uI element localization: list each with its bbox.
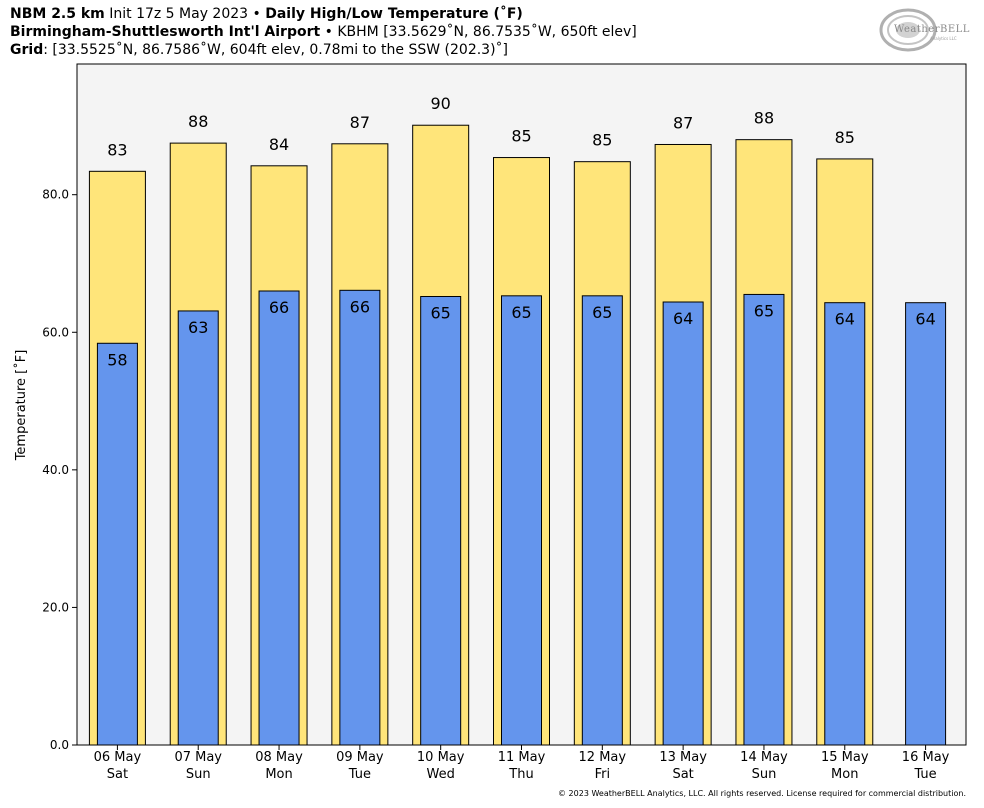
low-temp-bar	[905, 302, 947, 746]
x-tick-date: 06 May	[94, 750, 142, 765]
product-name: Daily High/Low Temperature (˚F)	[265, 6, 523, 22]
high-temp-label: 85	[511, 127, 531, 146]
low-temp-label: 65	[511, 303, 531, 322]
footer-copyright: © 2023 WeatherBELL Analytics, LLC. All r…	[558, 789, 966, 798]
high-temp-label: 83	[107, 140, 127, 159]
x-tick-day: Tue	[348, 767, 371, 782]
header-line-3: Grid: [33.5525˚N, 86.7586˚W, 604ft elev,…	[10, 41, 508, 59]
station-details: KBHM [33.5629˚N, 86.7535˚W, 650ft elev]	[337, 24, 637, 40]
init-time: Init 17z 5 May 2023	[109, 6, 249, 22]
station-name: Birmingham-Shuttlesworth Int'l Airport	[10, 24, 321, 40]
header-line-2: Birmingham-Shuttlesworth Int'l Airport •…	[10, 23, 637, 41]
x-tick-date: 11 May	[498, 750, 546, 765]
bars-layer: 83 88 84 87 90 85 85 87 88 85 58 63 66 66 65 65 65 64 65 64…	[88, 94, 947, 746]
separator: •	[324, 24, 333, 40]
low-temp-label: 64	[835, 310, 855, 329]
low-temp-bar	[339, 289, 381, 746]
high-temp-label: 85	[835, 128, 855, 147]
low-temp-label: 66	[269, 298, 289, 317]
x-tick-day: Mon	[265, 767, 292, 782]
x-tick-date: 12 May	[579, 750, 627, 765]
ticks-layer: 0.0 20.0 40.0 60.0 80.0 06 May Sat 07 May Sun 08 …	[42, 188, 949, 782]
high-temp-label: 85	[592, 131, 612, 150]
low-temp-label: 58	[107, 350, 127, 369]
x-tick-day: Sat	[107, 767, 128, 782]
y-tick-label: 20.0	[42, 600, 69, 614]
logo-text: WeatherBELL	[894, 24, 970, 35]
low-temp-bar	[96, 342, 138, 746]
low-temp-bar	[824, 302, 866, 746]
low-temp-bar	[581, 295, 623, 746]
low-temp-label: 65	[592, 303, 612, 322]
logo-subtext: Analytics LLC	[930, 36, 957, 41]
x-tick-date: 13 May	[659, 750, 707, 765]
low-temp-label: 65	[431, 304, 451, 323]
x-tick-date: 14 May	[740, 750, 788, 765]
y-tick-label: 0.0	[50, 738, 69, 752]
x-tick-day: Sat	[672, 767, 693, 782]
x-tick-date: 15 May	[821, 750, 869, 765]
x-tick-day: Wed	[427, 767, 455, 782]
low-temp-label: 64	[915, 310, 935, 329]
high-temp-label: 88	[754, 109, 774, 128]
low-temp-label: 63	[188, 318, 208, 337]
header-line-1: NBM 2.5 km Init 17z 5 May 2023 • Daily H…	[10, 5, 523, 23]
x-tick-day: Sun	[186, 767, 211, 782]
x-tick-day: Sun	[752, 767, 777, 782]
high-temp-label: 84	[269, 135, 289, 154]
low-temp-label: 65	[754, 301, 774, 320]
low-temp-bar	[501, 295, 542, 746]
x-tick-day: Mon	[831, 767, 858, 782]
low-temp-bar	[662, 301, 704, 746]
y-tick-label: 40.0	[42, 463, 69, 477]
low-temp-bar	[420, 296, 462, 746]
grid-label: Grid	[10, 42, 44, 58]
x-tick-day: Fri	[595, 767, 611, 782]
x-tick-date: 07 May	[174, 750, 222, 765]
high-temp-label: 90	[431, 94, 451, 113]
low-temp-bar	[743, 293, 785, 746]
x-tick-date: 10 May	[417, 750, 465, 765]
y-axis-label: Temperature [˚F]	[13, 350, 29, 462]
high-temp-label: 87	[673, 113, 693, 132]
high-temp-label: 87	[350, 113, 370, 132]
x-tick-date: 09 May	[336, 750, 384, 765]
x-tick-date: 08 May	[255, 750, 303, 765]
x-tick-day: Tue	[913, 767, 936, 782]
high-temp-label: 88	[188, 112, 208, 131]
low-temp-bar	[177, 310, 219, 746]
separator: •	[252, 6, 261, 22]
model-name: NBM 2.5 km	[10, 6, 105, 22]
low-temp-bar	[258, 290, 300, 746]
x-tick-date: 16 May	[902, 750, 950, 765]
y-tick-label: 60.0	[42, 325, 69, 339]
low-temp-label: 66	[350, 297, 370, 316]
grid-details: : [33.5525˚N, 86.7586˚W, 604ft elev, 0.7…	[43, 42, 509, 58]
y-tick-label: 80.0	[42, 188, 69, 202]
x-tick-day: Thu	[508, 767, 533, 782]
low-temp-label: 64	[673, 309, 693, 328]
weatherbell-logo	[879, 8, 937, 52]
